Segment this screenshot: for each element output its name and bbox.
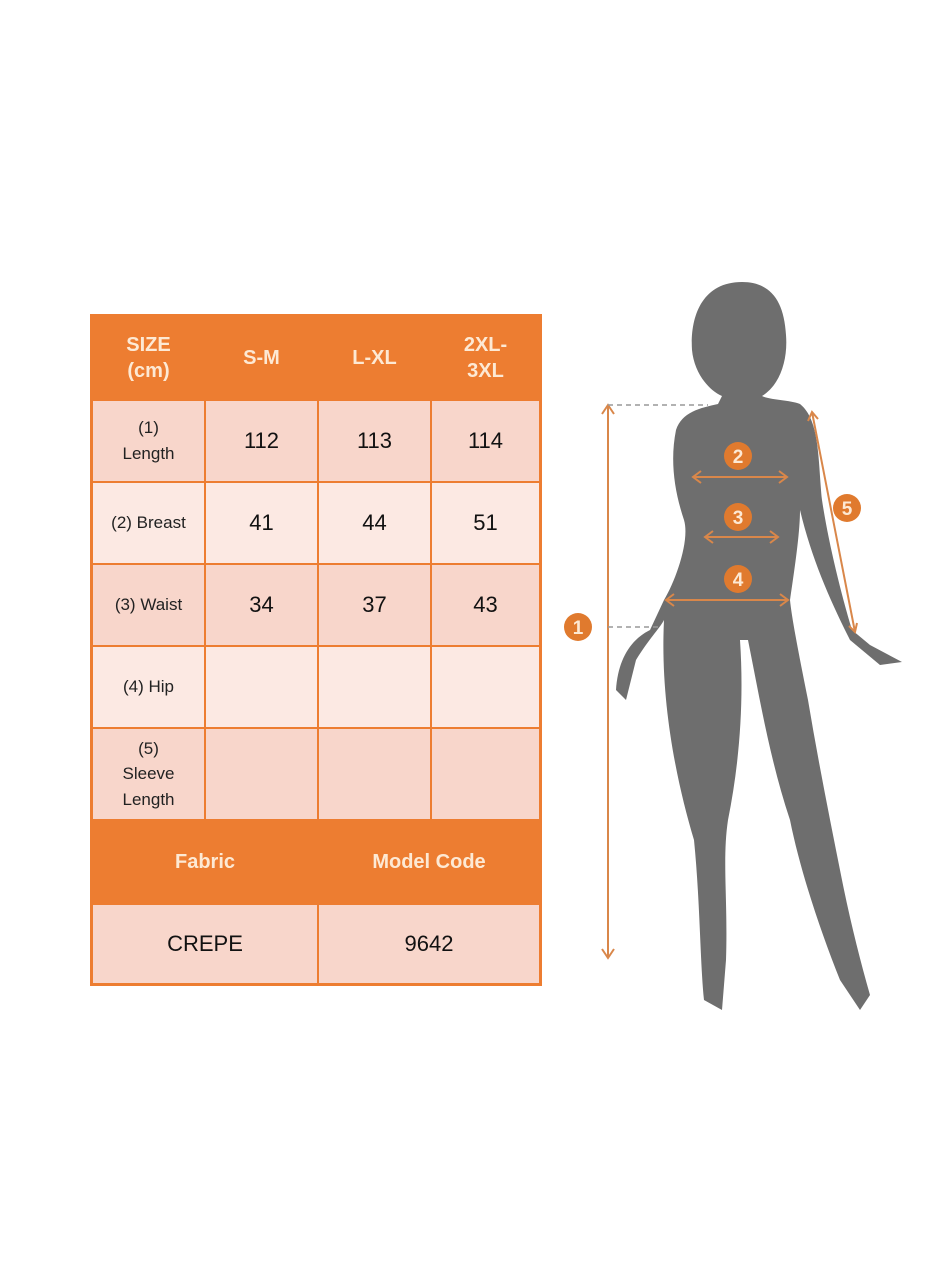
cell-value: 114 [431,400,540,482]
row-label: (2) Breast [92,482,205,564]
table-row: (1) Length 112 113 114 [92,400,540,482]
cell-value [205,646,318,728]
table-header: SIZE (cm) S-M L-XL 2XL- 3XL [92,316,540,400]
measurement-markers: 1 2 3 4 5 [564,442,861,641]
model-code-value: 9642 [318,904,540,984]
cell-value: 51 [431,482,540,564]
cell-value: 37 [318,564,431,646]
table-row: (3) Waist 34 37 43 [92,564,540,646]
footer-row: CREPE 9642 [92,904,540,984]
footer-header: Fabric Model Code [92,820,540,904]
marker-2-badge [724,442,752,470]
marker-3-badge [724,503,752,531]
cell-value [318,728,431,820]
cell-value: 44 [318,482,431,564]
cell-value: 113 [318,400,431,482]
marker-3-label: 3 [733,508,744,529]
hip-arrow [664,593,790,607]
cell-value [431,728,540,820]
marker-4-badge [724,565,752,593]
sleeve-arrow [807,410,858,634]
woman-silhouette [616,282,902,1010]
length-arrow [601,403,615,960]
cell-value [318,646,431,728]
row-label: (1) Length [92,400,205,482]
marker-2-label: 2 [733,447,744,468]
marker-1-badge [564,613,592,641]
cell-value [205,728,318,820]
cell-value: 43 [431,564,540,646]
header-size: SIZE (cm) [92,316,205,400]
row-label: (3) Waist [92,564,205,646]
cell-value [431,646,540,728]
waist-arrow [703,530,780,544]
marker-4-label: 4 [733,570,744,591]
marker-5-badge [833,494,861,522]
fabric-value: CREPE [92,904,318,984]
header-fabric: Fabric [92,820,318,904]
size-table: SIZE (cm) S-M L-XL 2XL- 3XL (1) Length 1… [90,314,542,986]
cell-value: 41 [205,482,318,564]
marker-1-label: 1 [573,618,584,639]
table-row: (2) Breast 41 44 51 [92,482,540,564]
breast-arrow [691,470,789,484]
marker-5-label: 5 [842,499,853,520]
table-row: (5) Sleeve Length [92,728,540,820]
cell-value: 112 [205,400,318,482]
table-row: (4) Hip [92,646,540,728]
header-s-m: S-M [205,316,318,400]
row-label: (5) Sleeve Length [92,728,205,820]
header-model-code: Model Code [318,820,540,904]
header-2xl-3xl: 2XL- 3XL [431,316,540,400]
header-l-xl: L-XL [318,316,431,400]
cell-value: 34 [205,564,318,646]
row-label: (4) Hip [92,646,205,728]
